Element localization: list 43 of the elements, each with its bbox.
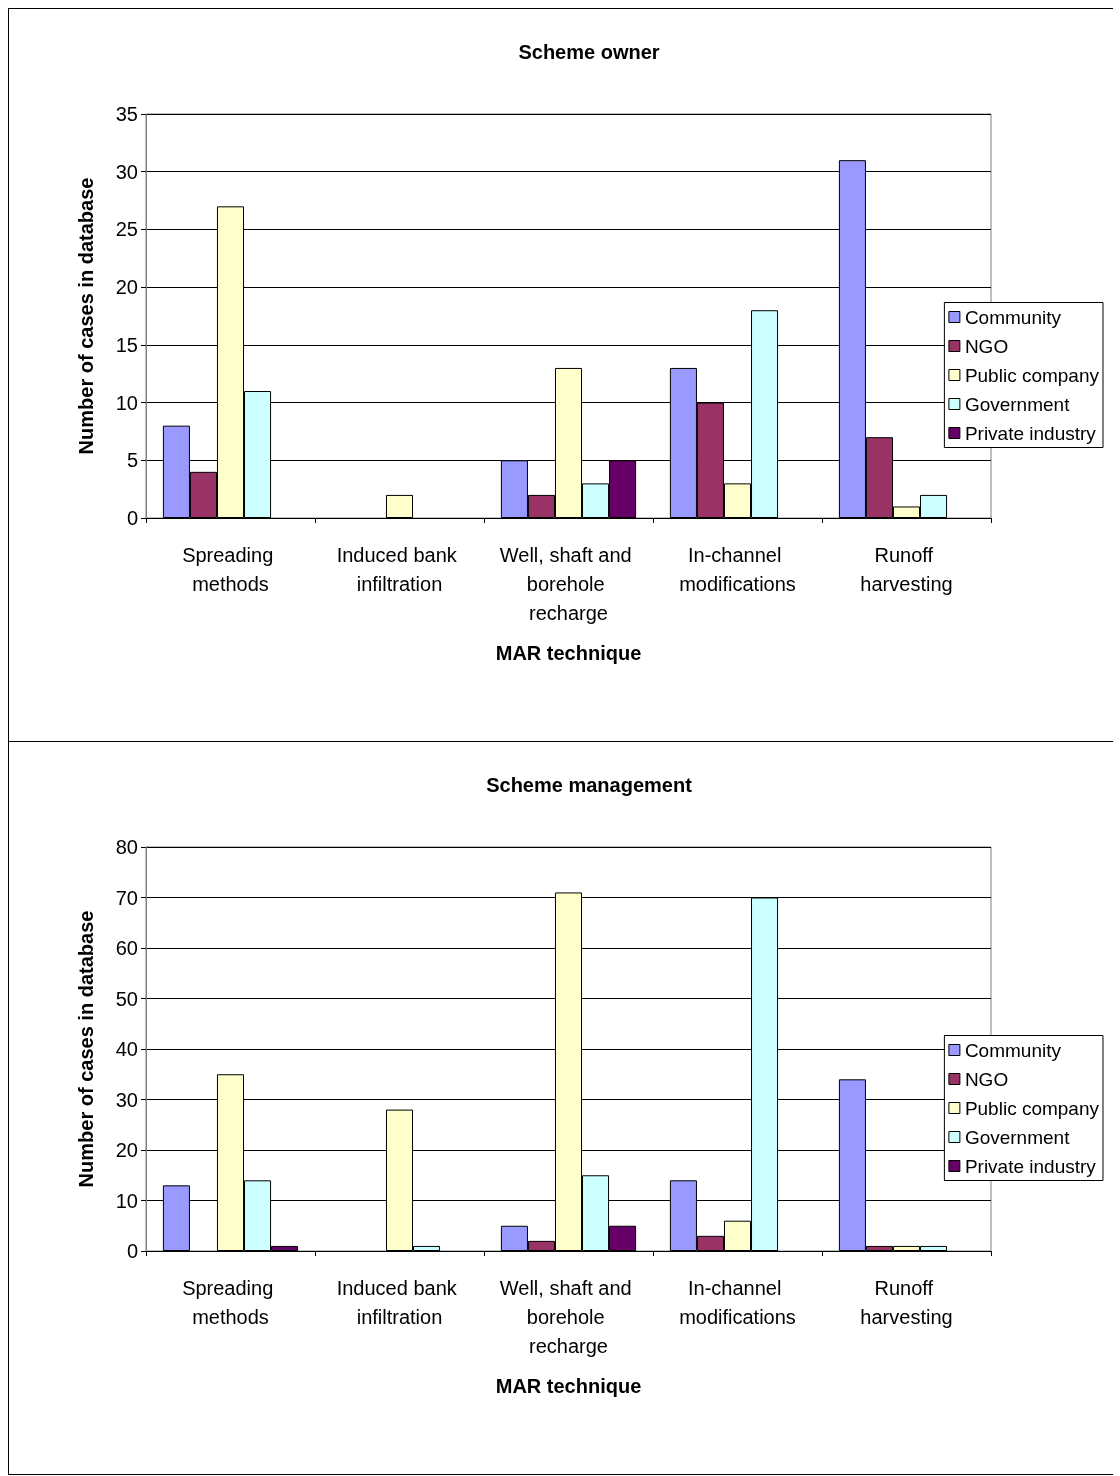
y-tick-label: 25 [115, 218, 138, 241]
legend-label: Community [964, 1039, 1062, 1061]
y-axis-title: Number of cases in database [75, 177, 97, 455]
x-tick-label: Induced bank infiltration [336, 543, 463, 595]
x-tick-label: Induced bank infiltration [336, 1276, 463, 1328]
y-axis-title: Number of cases in database [75, 910, 97, 1188]
y-tick-label: 0 [126, 1240, 138, 1262]
legend-label: Community [964, 306, 1062, 328]
y-tick-label: 30 [115, 1088, 138, 1111]
chart-title: Scheme owner [518, 41, 660, 63]
x-tick-label: Well, shaft and borehole recharge [499, 1276, 638, 1357]
chart-title: Scheme management [486, 774, 693, 796]
y-tick-label: 10 [115, 1189, 138, 1212]
y-tick-label: 20 [115, 1139, 138, 1161]
y-tick-label: 20 [115, 276, 138, 299]
x-axis-title: MAR technique [495, 642, 642, 664]
legend-label: Government [964, 393, 1071, 415]
x-tick-label: Runoff harvesting [860, 1276, 953, 1328]
legend-label: NGO [964, 1068, 1009, 1090]
x-tick-label: Spreading methods [182, 1276, 279, 1328]
x-tick-label: Spreading methods [182, 543, 279, 595]
y-tick-label: 80 [115, 836, 138, 858]
y-tick-label: 10 [115, 391, 138, 414]
y-tick-label: 0 [126, 507, 138, 529]
legend-label: Public company [964, 1097, 1100, 1119]
legend-label: Private industry [964, 422, 1097, 444]
x-axis-title: MAR technique [495, 1375, 642, 1397]
y-tick-label: 30 [115, 160, 138, 183]
legend-label: Government [964, 1126, 1071, 1148]
y-tick-label: 60 [115, 937, 138, 959]
y-tick-label: 50 [115, 987, 138, 1010]
legend-label: Public company [964, 364, 1100, 386]
y-tick-label: 70 [115, 886, 138, 909]
x-tick-label: In-channel modifications [679, 543, 796, 595]
legend-label: Private industry [964, 1155, 1097, 1177]
y-tick-label: 5 [126, 449, 138, 472]
legend-label: NGO [964, 335, 1009, 357]
y-tick-label: 15 [115, 333, 138, 356]
x-tick-label: In-channel modifications [679, 1276, 796, 1328]
x-tick-label: Well, shaft and borehole recharge [499, 543, 638, 624]
y-tick-label: 35 [115, 103, 138, 125]
x-tick-label: Runoff harvesting [860, 543, 953, 595]
y-tick-label: 40 [115, 1038, 138, 1060]
